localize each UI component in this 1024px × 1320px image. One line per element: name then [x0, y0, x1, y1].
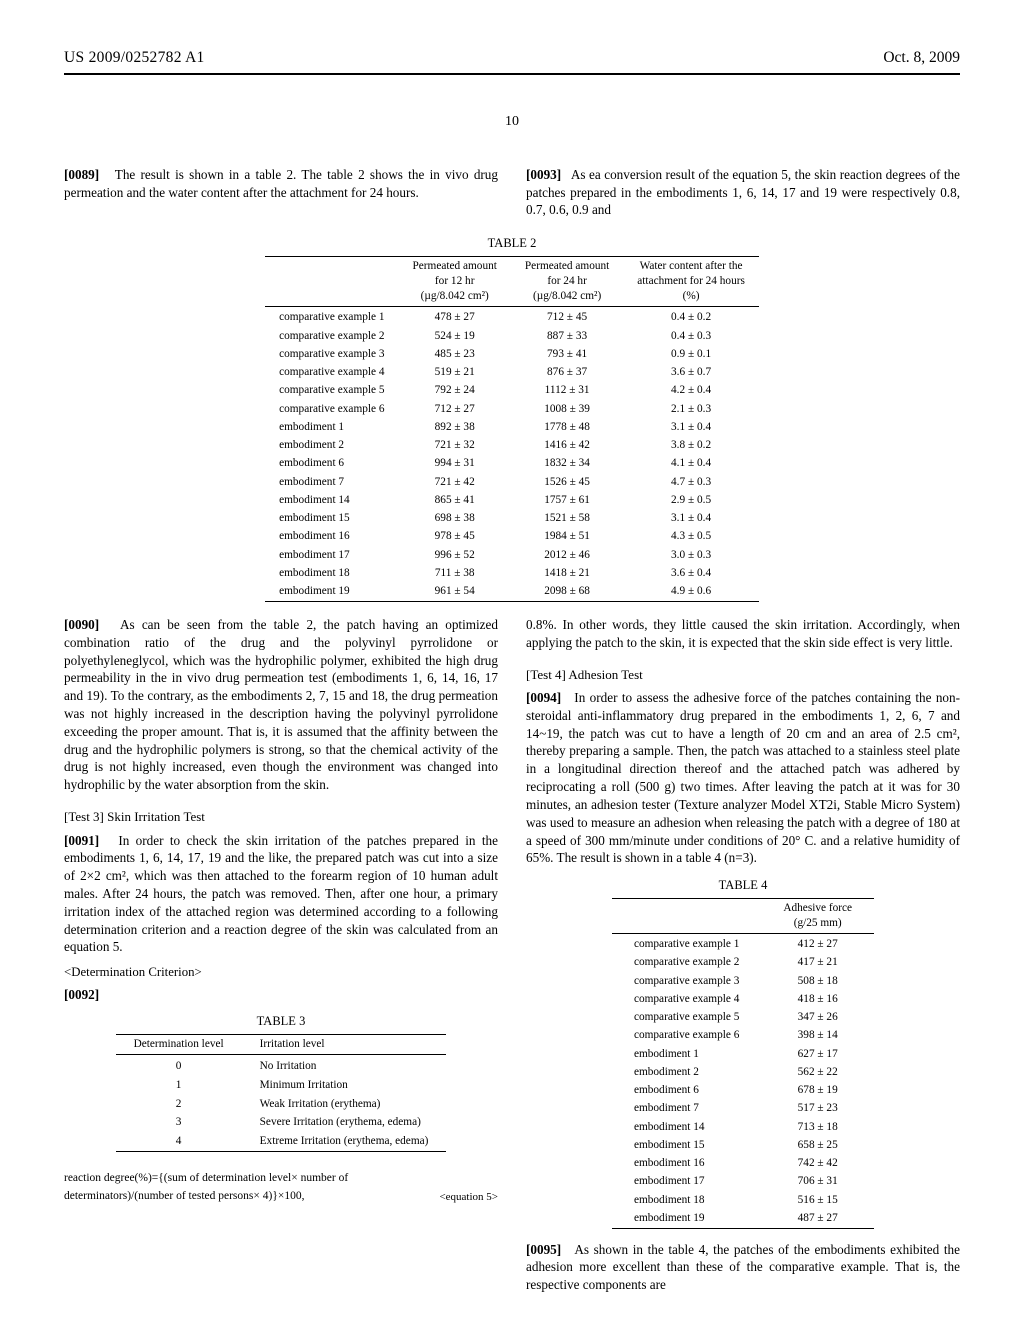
table-row: embodiment 18711 ± 381418 ± 213.6 ± 0.4: [265, 564, 759, 582]
table-row: embodiment 6994 ± 311832 ± 344.1 ± 0.4: [265, 455, 759, 473]
para-0094: [0094] In order to assess the adhesive f…: [526, 689, 960, 867]
table-row: embodiment 14713 ± 18: [612, 1118, 874, 1136]
equation-tag: <equation 5>: [439, 1190, 498, 1205]
determination-criterion: <Determination Criterion>: [64, 964, 498, 981]
table-row: embodiment 14865 ± 411757 ± 612.9 ± 0.5: [265, 491, 759, 509]
t4-h1: Adhesive force(g/25 mm): [761, 899, 874, 934]
table-row: 0No Irritation: [116, 1057, 447, 1076]
para-text: In order to check the skin irritation of…: [64, 833, 498, 955]
table-row: 2Weak Irritation (erythema): [116, 1095, 447, 1114]
table-row: embodiment 15658 ± 25: [612, 1136, 874, 1154]
table-row: embodiment 17706 ± 31: [612, 1173, 874, 1191]
table-row: embodiment 18516 ± 15: [612, 1191, 874, 1209]
para-num: [0092]: [64, 987, 99, 1002]
t2-h1: Permeated amountfor 12 hr(µg/8.042 cm²): [399, 257, 511, 307]
table3: Determination level Irritation level 0No…: [116, 1034, 447, 1152]
test3-title: [Test 3] Skin Irritation Test: [64, 808, 498, 826]
table3-body: 0No Irritation1Minimum Irritation2Weak I…: [116, 1057, 447, 1151]
table-row: embodiment 16978 ± 451984 ± 514.3 ± 0.5: [265, 528, 759, 546]
page-number: 10: [64, 113, 960, 132]
para-num: [0091]: [64, 833, 99, 848]
table-row: embodiment 1892 ± 381778 ± 483.1 ± 0.4: [265, 418, 759, 436]
para-num: [0090]: [64, 617, 99, 632]
para-0089: [0089] The result is shown in a table 2.…: [64, 166, 498, 202]
para-num: [0089]: [64, 167, 99, 182]
para-text: The result is shown in a table 2. The ta…: [64, 167, 498, 200]
table3-caption: TABLE 3: [64, 1013, 498, 1030]
table-row: comparative example 5792 ± 241112 ± 314.…: [265, 382, 759, 400]
para-0093: [0093] As ea conversion result of the eq…: [526, 166, 960, 219]
table-row: comparative example 1478 ± 27712 ± 450.4…: [265, 309, 759, 327]
equation-5: reaction degree(%)={(sum of determinatio…: [64, 1170, 498, 1205]
right-col: 0.8%. In other words, they little caused…: [526, 616, 960, 1300]
top-columns: [0089] The result is shown in a table 2.…: [64, 166, 960, 225]
left-col: [0090] As can be seen from the table 2, …: [64, 616, 498, 1300]
table-row: 4Extreme Irritation (erythema, edema): [116, 1132, 447, 1151]
table-row: embodiment 19487 ± 27: [612, 1209, 874, 1227]
table-row: embodiment 15698 ± 381521 ± 583.1 ± 0.4: [265, 510, 759, 528]
table-row: embodiment 16742 ± 42: [612, 1155, 874, 1173]
t3-h1: Determination level: [116, 1035, 242, 1055]
table-row: embodiment 17996 ± 522012 ± 463.0 ± 0.3: [265, 546, 759, 564]
table-row: comparative example 5347 ± 26: [612, 1009, 874, 1027]
table2-body: comparative example 1478 ± 27712 ± 450.4…: [265, 309, 759, 601]
para-text: As can be seen from the table 2, the pat…: [64, 617, 498, 792]
para-num: [0094]: [526, 690, 561, 705]
table-row: embodiment 1627 ± 17: [612, 1045, 874, 1063]
table-row: comparative example 1412 ± 27: [612, 936, 874, 954]
patent-page: US 2009/0252782 A1 Oct. 8, 2009 10 [0089…: [0, 0, 1024, 1320]
table-row: 1Minimum Irritation: [116, 1076, 447, 1095]
table-row: comparative example 2524 ± 19887 ± 330.4…: [265, 327, 759, 345]
para-num: [0093]: [526, 167, 561, 182]
table2-caption: TABLE 2: [64, 235, 960, 252]
para-text: In order to assess the adhesive force of…: [526, 690, 960, 865]
table4: Adhesive force(g/25 mm) comparative exam…: [612, 898, 874, 1229]
t2-h2: Permeated amountfor 24 hr(µg/8.042 cm²): [511, 257, 623, 307]
para-0091: [0091] In order to check the skin irrita…: [64, 832, 498, 957]
publication-date: Oct. 8, 2009: [883, 48, 960, 69]
para-text: As shown in the table 4, the patches of …: [526, 1242, 960, 1293]
para-num: [0095]: [526, 1242, 561, 1257]
table-row: comparative example 3485 ± 23793 ± 410.9…: [265, 345, 759, 363]
table-row: embodiment 2721 ± 321416 ± 423.8 ± 0.2: [265, 437, 759, 455]
table-row: embodiment 7721 ± 421526 ± 454.7 ± 0.3: [265, 473, 759, 491]
test4-title: [Test 4] Adhesion Test: [526, 666, 960, 684]
page-header: US 2009/0252782 A1 Oct. 8, 2009: [64, 48, 960, 75]
publication-number: US 2009/0252782 A1: [64, 48, 205, 69]
para-text: As ea conversion result of the equation …: [526, 167, 960, 218]
table-row: comparative example 6712 ± 271008 ± 392.…: [265, 400, 759, 418]
table-row: embodiment 6678 ± 19: [612, 1082, 874, 1100]
table2-block: TABLE 2 Permeated amountfor 12 hr(µg/8.0…: [64, 235, 960, 602]
table4-body: comparative example 1412 ± 27comparative…: [612, 936, 874, 1228]
table-row: embodiment 7517 ± 23: [612, 1100, 874, 1118]
para-0090: [0090] As can be seen from the table 2, …: [64, 616, 498, 794]
t2-h3: Water content after theattachment for 24…: [623, 257, 759, 307]
table-row: comparative example 6398 ± 14: [612, 1027, 874, 1045]
lower-columns: [0090] As can be seen from the table 2, …: [64, 616, 960, 1300]
para-0093b: 0.8%. In other words, they little caused…: [526, 616, 960, 652]
equation-body: reaction degree(%)={(sum of determinatio…: [64, 1170, 384, 1205]
para-0095: [0095] As shown in the table 4, the patc…: [526, 1241, 960, 1294]
table-row: embodiment 2562 ± 22: [612, 1063, 874, 1081]
para-0092: [0092]: [64, 986, 498, 1004]
top-right-col: [0093] As ea conversion result of the eq…: [526, 166, 960, 225]
t3-h2: Irritation level: [242, 1035, 447, 1055]
table-row: comparative example 4418 ± 16: [612, 990, 874, 1008]
table-row: comparative example 3508 ± 18: [612, 972, 874, 990]
table-row: embodiment 19961 ± 542098 ± 684.9 ± 0.6: [265, 583, 759, 601]
table-row: comparative example 4519 ± 21876 ± 373.6…: [265, 364, 759, 382]
top-left-col: [0089] The result is shown in a table 2.…: [64, 166, 498, 225]
table-row: 3Severe Irritation (erythema, edema): [116, 1114, 447, 1133]
table2: Permeated amountfor 12 hr(µg/8.042 cm²) …: [265, 256, 759, 602]
table4-caption: TABLE 4: [526, 877, 960, 894]
table-row: comparative example 2417 ± 21: [612, 954, 874, 972]
